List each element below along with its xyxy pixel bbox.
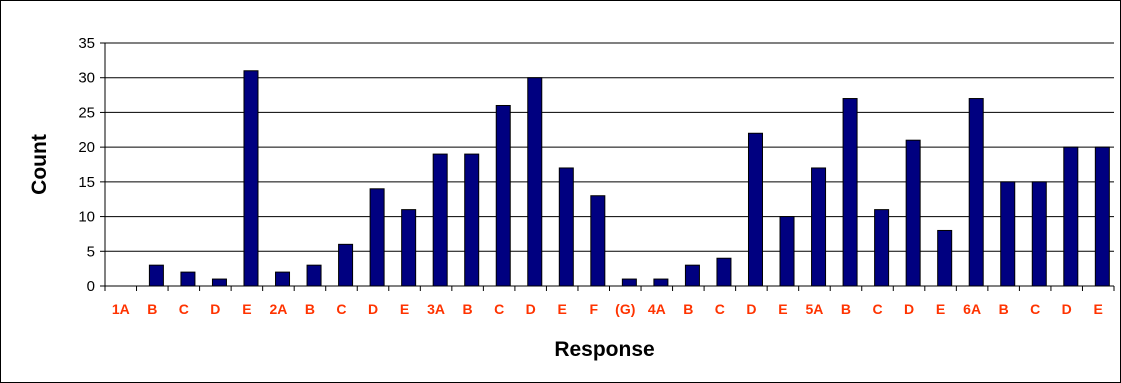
bar-20 (747, 132, 763, 287)
bar-25 (905, 139, 921, 287)
bar-1 (148, 264, 164, 287)
y-tick-label: 30 (78, 70, 95, 87)
x-tick-label: D (1062, 301, 1072, 317)
x-tick-label: B (147, 301, 157, 317)
bar-7 (338, 243, 354, 287)
bar-22 (811, 167, 827, 287)
bar-18 (684, 264, 700, 287)
x-tick-label: 2A (269, 301, 287, 317)
x-tick-label: C (494, 301, 504, 317)
x-tick-label: E (778, 301, 787, 317)
bar-6 (306, 264, 322, 287)
x-tick-label: B (683, 301, 693, 317)
x-tick-label: C (336, 301, 346, 317)
x-axis-title: Response (554, 338, 654, 361)
bar-31 (1094, 146, 1110, 287)
x-tick-label: 6A (963, 301, 981, 317)
bar-5 (275, 271, 291, 287)
bar-19 (716, 257, 732, 287)
bar-17 (653, 278, 669, 287)
bar-9 (401, 209, 417, 287)
x-tick-label: 4A (648, 301, 666, 317)
x-tick-label: F (589, 301, 598, 317)
x-tick-label: (G) (615, 301, 635, 317)
x-tick-label: D (210, 301, 220, 317)
x-tick-label: 3A (427, 301, 445, 317)
x-tick-label: C (179, 301, 189, 317)
x-tick-label: 5A (805, 301, 823, 317)
x-tick-label: E (242, 301, 251, 317)
bar-14 (558, 167, 574, 287)
axes (100, 42, 1115, 291)
x-tick-label: E (1094, 301, 1103, 317)
bar-3 (211, 278, 227, 287)
bar-2 (180, 271, 196, 287)
y-tick-label: 10 (78, 209, 95, 226)
x-tick-label: D (904, 301, 914, 317)
x-tick-label: E (400, 301, 409, 317)
y-tick-label: 20 (78, 139, 95, 156)
y-tick-label: 35 (78, 35, 95, 52)
bar-4 (243, 70, 259, 287)
x-tick-label: D (746, 301, 756, 317)
x-tick-label: E (936, 301, 945, 317)
bar-26 (937, 229, 953, 287)
y-tick-label: 15 (78, 174, 95, 191)
x-tick-label: 1A (112, 301, 130, 317)
x-tick-label: C (1030, 301, 1040, 317)
bar-28 (1000, 181, 1016, 287)
x-tick-labels: 1A B C D E 2A B C D E 3A B C D E F (G) 4A B C D E 5A B C D E 6A B C D E (112, 301, 1103, 317)
y-tick-labels: 0 5 10 15 20 25 30 35 (78, 35, 95, 295)
y-axis-title: Count (28, 134, 51, 195)
bar-8 (369, 188, 385, 287)
bar-11 (464, 153, 480, 287)
bar-15 (590, 195, 606, 287)
bar-21 (779, 216, 795, 287)
y-tick-label: 0 (87, 278, 95, 295)
x-tick-label: D (526, 301, 536, 317)
bar-10 (432, 153, 448, 287)
bar-23 (842, 98, 858, 287)
bar-16 (621, 278, 637, 287)
x-tick-label: B (999, 301, 1009, 317)
x-tick-label: E (558, 301, 567, 317)
bar-29 (1031, 181, 1047, 287)
x-tick-label: C (872, 301, 882, 317)
bar-24 (874, 209, 890, 287)
x-tick-label: B (841, 301, 851, 317)
y-tick-label: 25 (78, 104, 95, 121)
bar-12 (495, 104, 511, 287)
x-tick-label: B (463, 301, 473, 317)
bar-13 (527, 77, 543, 287)
x-tick-label: B (305, 301, 315, 317)
bars (148, 70, 1110, 287)
x-tick-label: D (368, 301, 378, 317)
bar-27 (968, 98, 984, 287)
y-tick-label: 5 (87, 243, 95, 260)
bar-30 (1063, 146, 1079, 287)
x-tick-label: C (715, 301, 725, 317)
